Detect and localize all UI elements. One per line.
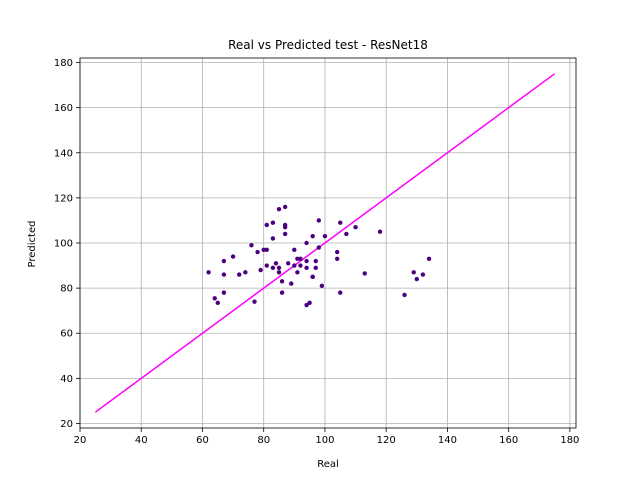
data-point: [304, 258, 309, 264]
x-tick-label: 140: [438, 435, 457, 446]
data-point: [255, 249, 260, 255]
data-point: [292, 247, 297, 252]
data-point: [316, 218, 322, 223]
grid-lines: [79, 58, 576, 428]
data-point: [249, 243, 254, 248]
data-point: [319, 283, 325, 289]
data-point: [377, 229, 383, 234]
y-tick-label: 120: [54, 193, 73, 204]
data-point: [334, 256, 340, 261]
data-point: [252, 299, 257, 304]
data-point: [313, 265, 318, 271]
y-tick-label: 160: [54, 103, 73, 114]
y-tick-label: 80: [60, 284, 73, 295]
data-point: [243, 270, 248, 275]
x-tick-label: 40: [135, 435, 148, 446]
data-point: [304, 302, 309, 308]
data-point: [426, 256, 432, 261]
x-tick-label: 80: [257, 435, 270, 446]
data-point: [334, 249, 340, 255]
y-tick-label: 140: [54, 148, 73, 159]
data-point: [338, 220, 343, 225]
data-point: [261, 247, 266, 252]
data-point: [316, 245, 322, 250]
y-tick-label: 20: [60, 419, 73, 430]
y-tick-label: 60: [60, 329, 73, 340]
data-point: [237, 272, 242, 277]
data-point: [264, 247, 269, 252]
data-point: [282, 225, 288, 230]
data-point: [310, 234, 315, 239]
data-point: [411, 270, 416, 275]
x-axis-label: Real: [317, 459, 339, 470]
data-point: [270, 220, 276, 225]
axis-ticks: 20 40 60 80 100 120 140 160 180 20 40 60 80 100 120 140…: [54, 58, 580, 446]
data-point: [264, 263, 269, 268]
data-point: [279, 279, 285, 284]
data-point: [221, 290, 227, 295]
data-point: [295, 270, 300, 275]
data-point: [212, 296, 217, 301]
data-point: [362, 271, 367, 276]
data-point: [295, 256, 300, 261]
chart-title: Real vs Predicted test - ResNet18: [228, 38, 428, 52]
data-point: [221, 258, 227, 264]
data-point: [273, 261, 279, 266]
data-point: [313, 258, 318, 264]
x-tick-label: 60: [196, 435, 209, 446]
data-point: [270, 236, 276, 241]
x-tick-label: 20: [74, 435, 87, 446]
y-axis-label: Predicted: [27, 221, 38, 268]
data-point: [285, 261, 291, 266]
data-point: [420, 272, 426, 277]
data-point: [215, 300, 220, 305]
data-point: [322, 234, 328, 239]
data-point: [221, 272, 227, 277]
data-point: [279, 290, 285, 295]
data-point: [276, 265, 282, 271]
data-point: [298, 256, 303, 261]
data-points: [206, 204, 432, 308]
x-tick-label: 180: [560, 435, 579, 446]
data-point: [292, 263, 297, 268]
data-point: [307, 300, 312, 305]
y-tick-label: 40: [60, 374, 73, 385]
data-point: [230, 254, 236, 259]
y-tick-label: 100: [54, 239, 73, 250]
data-point: [344, 231, 349, 237]
data-point: [304, 265, 309, 271]
data-point: [298, 263, 303, 268]
data-point: [353, 225, 358, 230]
data-point: [414, 276, 419, 282]
data-point: [338, 290, 343, 295]
data-point: [276, 270, 282, 275]
identity-line: [94, 73, 556, 413]
data-point: [402, 292, 407, 298]
data-point: [276, 206, 282, 212]
data-point: [270, 265, 276, 271]
data-point: [264, 222, 269, 228]
data-point: [304, 240, 309, 246]
x-tick-label: 120: [377, 435, 396, 446]
data-point: [289, 281, 294, 286]
data-point: [282, 231, 288, 237]
data-point: [206, 270, 211, 275]
diagonal-line: [94, 73, 556, 413]
x-tick-label: 100: [315, 435, 334, 446]
y-tick-label: 180: [54, 58, 73, 69]
data-point: [282, 204, 288, 210]
data-point: [258, 267, 263, 273]
data-point: [310, 274, 315, 280]
x-tick-label: 160: [499, 435, 518, 446]
